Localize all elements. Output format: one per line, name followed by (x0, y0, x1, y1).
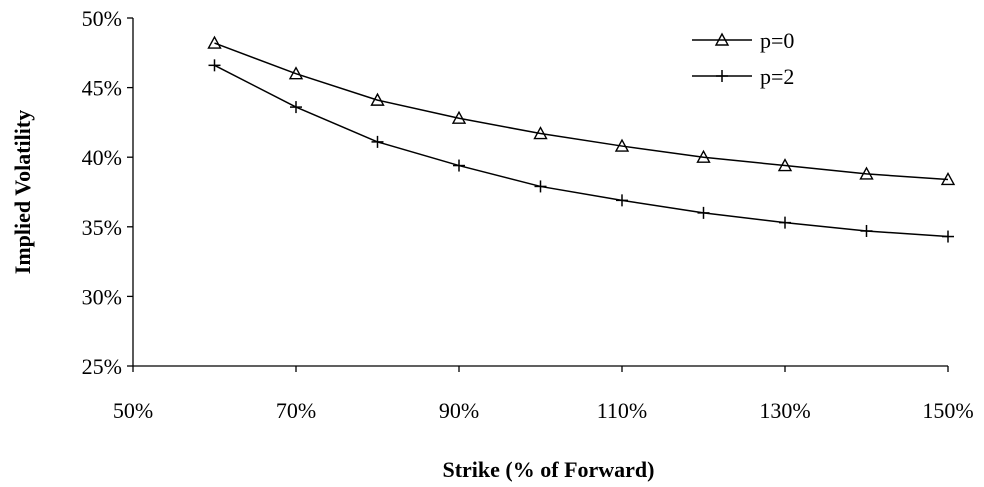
series-line (214, 42, 949, 181)
series-2 (208, 59, 954, 243)
data-point-plus (779, 216, 791, 229)
y-tick-label: 25% (82, 354, 122, 379)
x-tick-label: 50% (113, 398, 153, 423)
data-point-plus (371, 135, 384, 148)
data-point-plus (534, 180, 547, 193)
data-point-triangle (207, 35, 222, 49)
data-point-plus (942, 230, 954, 243)
data-point-plus (860, 224, 873, 237)
x-axis: 50% 70% 90% 110% 130% 150% (113, 365, 974, 423)
x-tick-label: 70% (276, 398, 316, 423)
data-point-triangle (940, 172, 956, 186)
y-tick-label: 50% (82, 6, 122, 31)
y-tick-label: 30% (82, 284, 122, 309)
data-point-plus (453, 159, 465, 172)
data-point-triangle (614, 138, 630, 152)
data-point-triangle (777, 158, 793, 172)
series-1 (207, 35, 956, 186)
x-tick-label: 130% (759, 398, 810, 423)
y-tick-label: 40% (82, 145, 122, 170)
x-tick-label: 110% (597, 398, 648, 423)
data-point-triangle (451, 110, 467, 124)
legend-plus-marker (716, 70, 728, 82)
data-point-plus (290, 101, 302, 114)
x-tick-label: 90% (439, 398, 479, 423)
data-point-triangle (533, 126, 548, 140)
data-point-plus (208, 59, 221, 72)
data-point-triangle (859, 166, 874, 180)
series-group (207, 35, 956, 243)
y-tick-label: 35% (82, 215, 122, 240)
data-point-triangle (370, 92, 385, 106)
x-axis-title: Strike (% of Forward) (442, 457, 654, 482)
legend: p=0p=2 (692, 28, 794, 89)
series-line (214, 64, 949, 238)
y-tick-label: 45% (82, 76, 122, 101)
legend-label: p=2 (760, 64, 794, 89)
data-point-triangle (288, 66, 304, 80)
y-axis-title: Implied Volatility (10, 110, 35, 274)
data-point-plus (616, 194, 628, 207)
legend-triangle-marker (714, 32, 730, 46)
x-tick-label: 150% (922, 398, 973, 423)
y-axis: 25% 30% 35% 40% 45% 50% (82, 6, 134, 379)
legend-item: p=0 (692, 28, 794, 53)
legend-item: p=2 (692, 64, 794, 89)
data-point-triangle (696, 149, 711, 163)
data-point-plus (697, 206, 710, 219)
legend-label: p=0 (760, 28, 794, 53)
